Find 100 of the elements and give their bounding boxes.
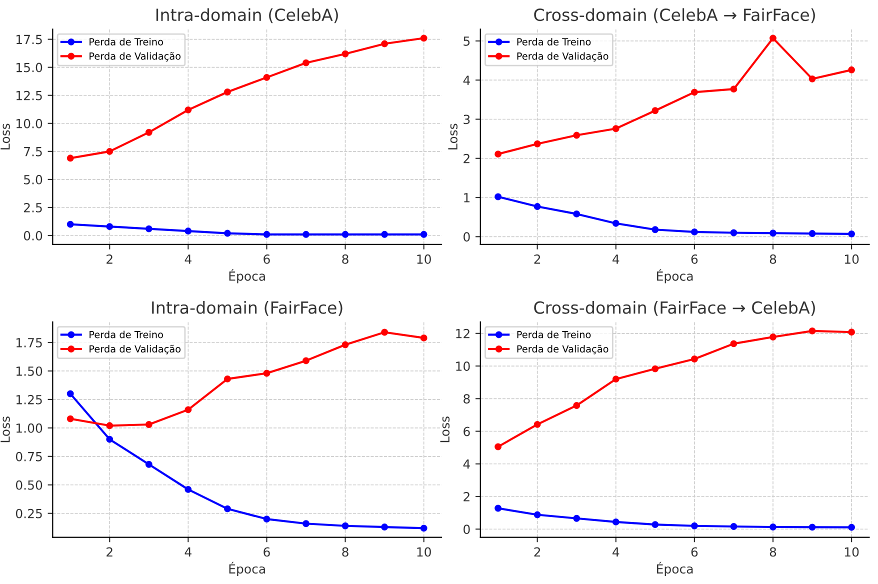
- x-tick-label: 10: [417, 254, 431, 264]
- point: [145, 225, 152, 232]
- point: [573, 132, 580, 139]
- point: [652, 521, 659, 528]
- x-tick-label: 8: [342, 254, 348, 264]
- y-tick-label: 15.0: [16, 62, 42, 72]
- point: [342, 341, 349, 348]
- legend-label: Perda de Treino: [90, 330, 163, 338]
- y-tick-label: 1.75: [16, 338, 42, 348]
- y-tick-label: 1.25: [16, 394, 42, 404]
- x-axis-title: Época: [657, 562, 693, 576]
- point: [224, 230, 231, 237]
- chart-title: Cross-domain (CelebA → FairFace): [534, 8, 815, 24]
- y-tick-label: 7.5: [24, 147, 42, 156]
- point: [145, 128, 152, 136]
- point: [106, 422, 114, 430]
- legend-label: Perda de Validação: [90, 344, 181, 354]
- y-tick-label: 0.75: [16, 452, 42, 462]
- point: [494, 193, 502, 200]
- x-tick-label: 8: [770, 547, 776, 557]
- y-tick-label: 17.5: [16, 34, 42, 44]
- point: [381, 328, 388, 336]
- legend-label: Perda de Treino: [517, 38, 591, 46]
- y-tick-label: 12: [456, 328, 470, 338]
- y-tick-label: 5: [464, 36, 470, 46]
- point: [534, 203, 541, 210]
- point: [184, 228, 192, 235]
- x-tick-label: 4: [184, 254, 192, 264]
- y-tick-label: 3: [464, 114, 470, 124]
- point: [652, 226, 659, 234]
- y-tick-label: 5.0: [24, 174, 42, 184]
- point: [184, 106, 192, 114]
- x-tick-label: 4: [612, 254, 620, 264]
- y-axis-title: Loss: [0, 124, 10, 150]
- point: [420, 34, 428, 42]
- y-tick-label: 1.00: [16, 423, 42, 433]
- y-axis-title: Loss: [440, 416, 450, 442]
- point: [690, 356, 698, 362]
- point: [652, 365, 659, 372]
- point: [848, 328, 856, 336]
- point: [342, 230, 349, 238]
- point: [66, 390, 74, 398]
- point: [690, 228, 698, 236]
- x-tick-label: 2: [106, 254, 112, 264]
- point: [106, 436, 114, 443]
- y-axis-title: Loss: [0, 416, 10, 442]
- x-tick-label: 4: [612, 547, 620, 556]
- point: [612, 220, 620, 227]
- x-tick-label: 2: [106, 547, 112, 556]
- y-tick-label: 0.0: [24, 230, 42, 240]
- x-tick-label: 10: [844, 547, 859, 557]
- legend-label: Perda de Validação: [517, 344, 608, 354]
- x-tick-label: 8: [770, 254, 776, 264]
- legend-label: Perda de Validação: [90, 52, 181, 62]
- point: [730, 340, 738, 348]
- point: [770, 34, 776, 42]
- point: [145, 460, 152, 468]
- point: [573, 210, 580, 218]
- y-tick-label: 2: [464, 154, 470, 164]
- y-tick-label: 0: [464, 524, 470, 534]
- x-axis-title: Época: [657, 269, 693, 284]
- point: [263, 230, 270, 238]
- point: [420, 334, 428, 342]
- x-tick-label: 10: [417, 547, 431, 557]
- chart-title: Intra-domain (FairFace): [152, 300, 342, 316]
- point: [612, 376, 620, 383]
- y-tick-label: 0.25: [16, 508, 42, 518]
- point: [612, 518, 620, 526]
- y-tick-label: 10.0: [16, 118, 42, 128]
- y-tick-label: 0: [464, 232, 470, 242]
- point: [342, 522, 349, 530]
- point: [224, 505, 231, 512]
- point: [573, 402, 580, 409]
- point: [494, 150, 502, 158]
- point: [848, 230, 856, 238]
- chart-title: Intra-domain (CelebA): [156, 8, 338, 24]
- point: [184, 486, 192, 493]
- point: [66, 154, 74, 162]
- point: [848, 66, 856, 74]
- point: [420, 230, 428, 238]
- point: [381, 524, 388, 530]
- point: [302, 59, 310, 66]
- point: [573, 514, 580, 522]
- point: [808, 75, 816, 82]
- point: [534, 511, 541, 518]
- point: [106, 148, 114, 155]
- y-tick-label: 4: [463, 76, 470, 85]
- point: [263, 370, 270, 377]
- point: [730, 523, 738, 530]
- point: [145, 421, 152, 428]
- y-tick-label: 1.50: [16, 366, 42, 376]
- legend-label: Perda de Treino: [517, 330, 591, 338]
- y-tick-label: 6: [464, 426, 470, 436]
- point: [420, 524, 428, 532]
- y-tick-label: 2: [464, 492, 470, 502]
- point: [184, 406, 192, 414]
- point: [808, 230, 816, 237]
- x-axis-title: Época: [229, 562, 265, 576]
- x-tick-label: 10: [844, 254, 859, 264]
- y-axis-title: Loss: [448, 124, 458, 150]
